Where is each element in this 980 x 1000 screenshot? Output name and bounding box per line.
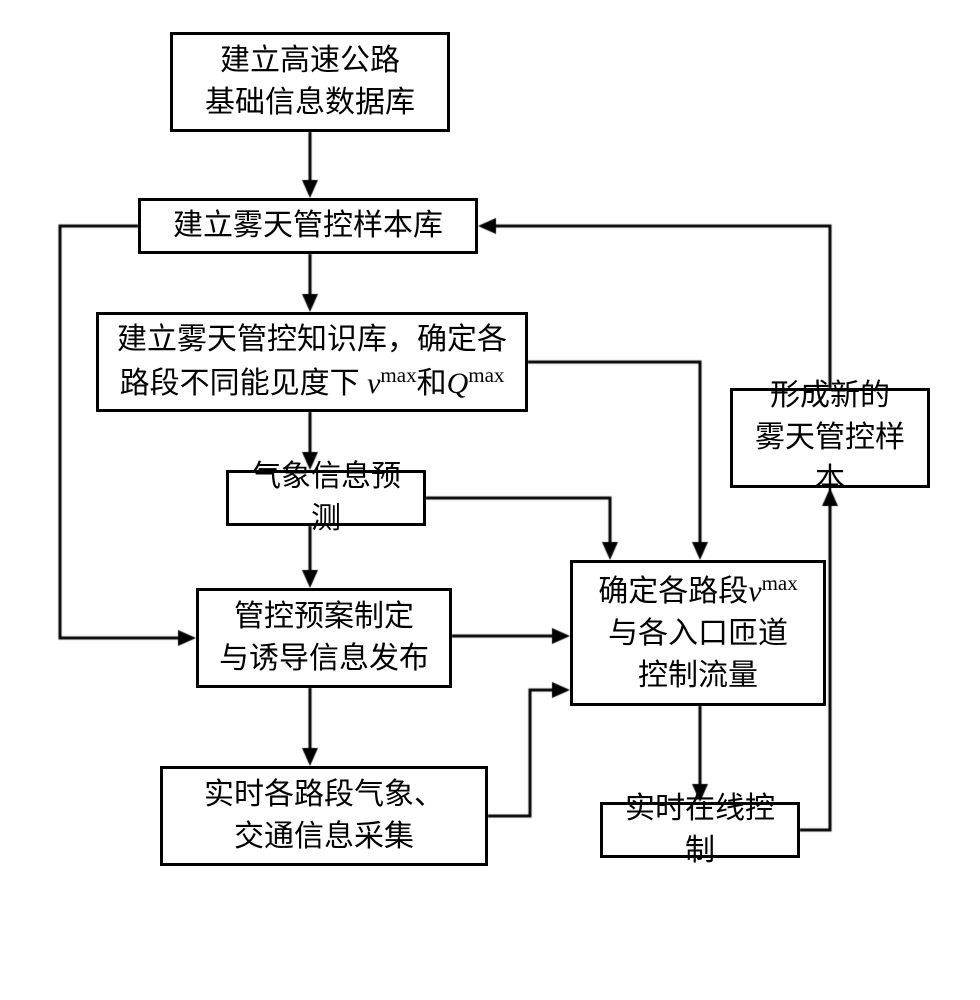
node-label: 实时各路段气象、 交通信息采集 — [204, 774, 444, 858]
flowchart-node: 实时各路段气象、 交通信息采集 — [160, 766, 488, 866]
node-label: 确定各路段vmax与各入口匝道控制流量 — [598, 569, 797, 697]
flowchart-node: 实时在线控制 — [600, 802, 800, 858]
flowchart-node: 建立雾天管控知识库，确定各路段不同能见度下 vmax和Qmax — [96, 312, 528, 412]
node-label: 管控预案制定 与诱导信息发布 — [219, 596, 429, 680]
node-label: 形成新的 雾天管控样本 — [741, 375, 919, 501]
flowchart-node: 管控预案制定 与诱导信息发布 — [196, 588, 452, 688]
flowchart-node: 建立高速公路 基础信息数据库 — [170, 32, 450, 132]
node-label: 气象信息预测 — [237, 456, 415, 540]
flowchart-node: 形成新的 雾天管控样本 — [730, 388, 930, 488]
node-label: 建立雾天管控样本库 — [173, 205, 443, 247]
flowchart-node: 建立雾天管控样本库 — [138, 198, 478, 254]
node-label: 实时在线控制 — [611, 788, 789, 872]
node-label: 建立高速公路 基础信息数据库 — [205, 40, 415, 124]
flowchart-node: 气象信息预测 — [226, 470, 426, 526]
flowchart-node: 确定各路段vmax与各入口匝道控制流量 — [570, 560, 826, 706]
node-label: 建立雾天管控知识库，确定各路段不同能见度下 vmax和Qmax — [117, 319, 507, 405]
